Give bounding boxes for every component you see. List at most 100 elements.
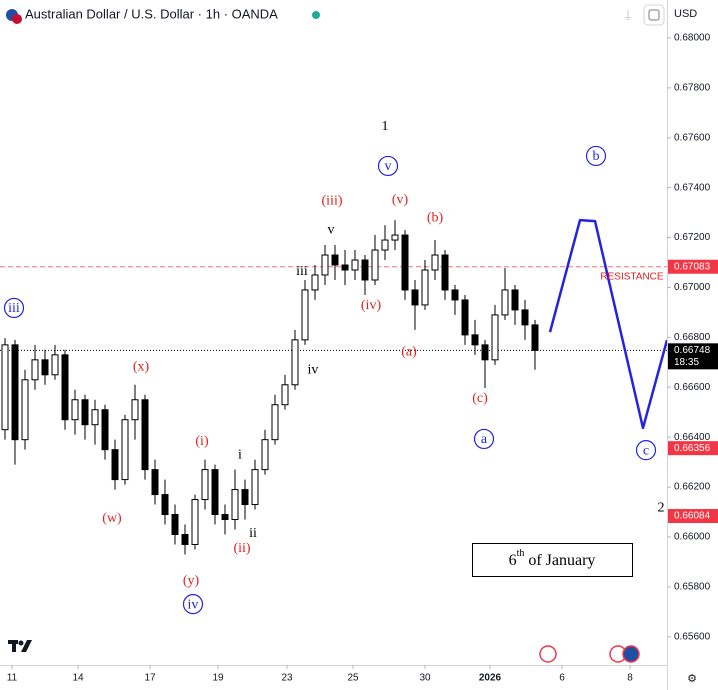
y-tick-label: 0.66800 <box>674 332 711 343</box>
symbol-icon <box>6 9 22 24</box>
candle-body <box>521 309 529 326</box>
wave-circle <box>585 145 607 167</box>
candle-body <box>21 379 29 441</box>
wave-circle <box>635 440 657 461</box>
wave-circle <box>182 594 204 615</box>
alert-icon[interactable]: ⍊ <box>624 7 632 21</box>
y-tick-label: 0.67000 <box>674 282 711 293</box>
candle-body <box>81 399 89 426</box>
candle-body <box>471 334 479 346</box>
candle-body <box>461 299 469 336</box>
wave-label: i <box>238 447 242 462</box>
candle-body <box>431 254 439 271</box>
candle-body <box>411 289 419 306</box>
y-tick-label: 0.65800 <box>674 582 711 593</box>
x-tick-label: 25 <box>347 673 359 684</box>
candle-body <box>1 344 9 431</box>
y-tick-label: 0.66600 <box>674 382 711 393</box>
x-tick-label: 30 <box>419 673 431 684</box>
note-main: 6 <box>509 552 517 569</box>
x-tick-label: 6 <box>559 673 565 684</box>
candle-body <box>361 259 369 281</box>
candle-body <box>281 384 289 406</box>
price-tag <box>668 259 718 274</box>
y-tick-label: 0.67200 <box>674 232 711 243</box>
candle-body <box>241 489 249 506</box>
candle-body <box>91 409 99 426</box>
candle-body <box>331 254 339 266</box>
candle-body <box>111 449 119 481</box>
wave-label: v <box>328 222 335 237</box>
price-tag <box>668 343 718 370</box>
axis-settings-icon[interactable]: ⚙ <box>687 673 697 685</box>
y-tick-label: 0.66000 <box>674 532 711 543</box>
wave-label: (v) <box>392 192 409 207</box>
wave-label: (iv) <box>361 298 382 313</box>
candle-body <box>391 234 399 241</box>
settings-icon <box>648 9 660 21</box>
candle-body <box>211 469 219 516</box>
candle-body <box>71 399 79 421</box>
candle-body <box>131 399 139 421</box>
projection-line <box>548 218 669 430</box>
candle-body <box>191 499 199 545</box>
y-tick-label: 0.67600 <box>674 132 711 143</box>
wave-label: (c) <box>472 391 488 406</box>
candle-body <box>161 494 169 516</box>
x-tick-label: 2026 <box>479 673 502 684</box>
tv-logo <box>8 640 32 652</box>
y-tick-label: 0.66200 <box>674 482 711 493</box>
x-tick-label: 14 <box>72 673 84 684</box>
candle-body <box>271 404 279 441</box>
x-tick-label: 19 <box>212 673 224 684</box>
candle-body <box>231 489 239 521</box>
wave-label: c <box>643 443 649 458</box>
wave-label: (x) <box>133 359 150 374</box>
candle-body <box>261 439 269 471</box>
candle-body <box>181 533 189 545</box>
candle-body <box>401 234 409 291</box>
candle-body <box>301 289 309 341</box>
wave-label: (a) <box>401 344 417 359</box>
wave-label: b <box>593 149 600 164</box>
event-icons[interactable] <box>539 645 640 663</box>
candle-body <box>171 514 179 535</box>
candle-body <box>341 264 349 271</box>
x-tick-label: 23 <box>281 673 293 684</box>
currency-label[interactable]: USD <box>674 8 697 20</box>
wave-label: (b) <box>427 210 444 225</box>
candle-body <box>481 344 489 361</box>
candle-body <box>531 324 539 351</box>
x-tick-label: 8 <box>627 673 633 684</box>
wave-label: iii <box>296 264 308 279</box>
candle-body <box>451 289 459 301</box>
wave-label: 1 <box>382 119 389 134</box>
y-tick-label: 0.65600 <box>674 631 711 642</box>
price-tag-countdown: 18:35 <box>674 357 699 368</box>
wave-label: (iii) <box>322 193 343 208</box>
candle-body <box>41 359 49 376</box>
wave-label: ii <box>249 526 257 541</box>
price-tag <box>668 441 718 456</box>
wave-label: (i) <box>195 434 209 449</box>
candle-body <box>61 354 69 421</box>
price-tag <box>668 509 718 524</box>
candle-body <box>491 314 499 361</box>
wave-label: v <box>385 159 392 174</box>
wave-label: (y) <box>183 573 200 588</box>
settings-button[interactable] <box>643 4 665 26</box>
wave-label: RESISTANCE <box>600 272 663 283</box>
candle-body <box>11 344 19 441</box>
wave-circle <box>377 155 399 177</box>
candle-body <box>291 339 299 386</box>
candle-body <box>151 469 159 496</box>
candle-body <box>251 469 259 506</box>
price-tag-label: 0.67083 <box>674 261 711 272</box>
note-tail: of January <box>524 552 595 569</box>
toolbar[interactable]: ⍊ <box>624 4 665 26</box>
price-tag-label: 0.66084 <box>674 511 711 522</box>
x-tick-label: 17 <box>144 673 156 684</box>
candle-body <box>351 259 359 271</box>
